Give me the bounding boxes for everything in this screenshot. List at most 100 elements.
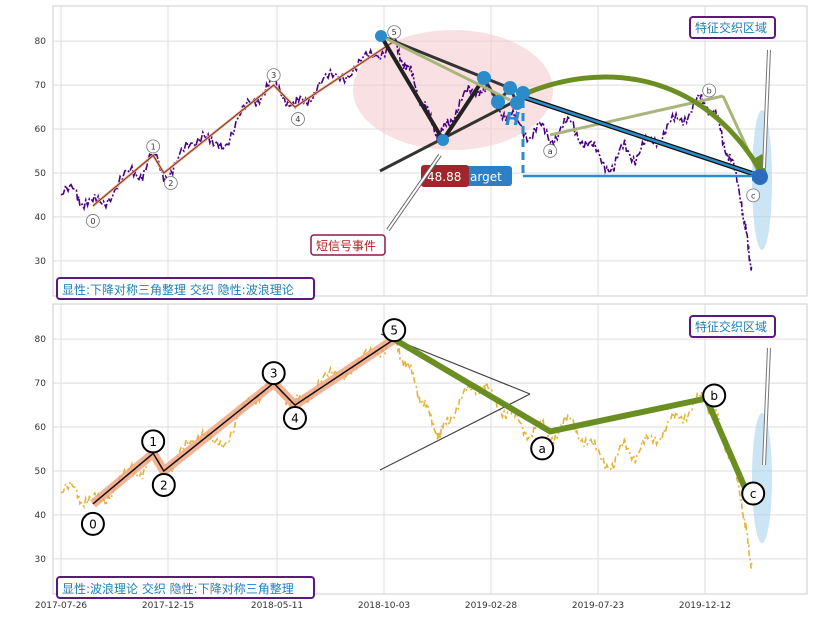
y-tick-label: 30	[35, 257, 47, 267]
wave-label: 5	[392, 28, 397, 37]
marker-dot	[375, 30, 387, 42]
wave-marker	[163, 176, 178, 190]
bottom-wave-lines	[90, 335, 748, 508]
price-badge-text: 48.88	[427, 170, 461, 184]
marker-dot	[491, 95, 505, 109]
y-tick-label: 70	[35, 379, 47, 389]
wave-label: 4	[295, 115, 300, 124]
marker-dot	[752, 169, 768, 185]
caption-box-top	[56, 277, 315, 300]
bottom-end-glow	[752, 413, 772, 543]
wave-label: 1	[149, 435, 157, 449]
target-badge	[460, 166, 512, 186]
wave-marker	[282, 406, 307, 431]
x-tick-label: 2019-07-23	[572, 601, 624, 611]
zone-label-top: 特征交织区域	[695, 20, 767, 35]
wave-marker	[746, 188, 761, 203]
y-tick-label: 40	[35, 213, 47, 223]
wave-marker	[702, 383, 727, 408]
wave-label: 2	[168, 179, 173, 188]
wave-label: 2	[160, 478, 168, 492]
impulse-wave-core	[92, 40, 395, 207]
x-ticks: 2017-07-26 2017-12-15 2018-05-11 2018-10-03…	[35, 601, 731, 611]
y-tick-label: 70	[35, 81, 47, 91]
caption-top: 显性:下降对称三角整理 交织 隐性:波浪理论	[62, 282, 294, 297]
wave-marker	[702, 83, 717, 98]
green-arc-arrow	[518, 74, 763, 172]
top-price-series	[60, 31, 753, 271]
bottom-y-ticks: 30 40 50 60 70 80	[35, 335, 47, 565]
triangle-line	[380, 34, 528, 97]
wave-marker	[141, 429, 166, 454]
zone-box-top	[689, 16, 776, 39]
top-wave-labels: 0 1 2 3 4 5 a b c	[86, 25, 761, 228]
x-tick-label: 2017-07-26	[35, 601, 88, 611]
wave-marker	[530, 436, 555, 461]
marker-dot	[503, 81, 517, 95]
y-tick-label: 60	[35, 125, 47, 135]
impulse-wave-core	[92, 338, 395, 505]
interweave-ellipse	[353, 30, 553, 150]
wave-marker	[151, 472, 176, 497]
wave-label: 3	[270, 367, 278, 381]
wave-marker	[543, 143, 558, 158]
olive-line	[380, 34, 511, 102]
y-tick-label: 40	[35, 511, 47, 521]
bottom-panel-frame	[52, 303, 808, 595]
x-tick-label: 2018-05-11	[251, 601, 303, 611]
y-tick-label: 80	[35, 335, 47, 345]
y-tick-label: 50	[35, 169, 47, 179]
wave-label: a	[548, 147, 553, 156]
top-wave-lines	[92, 40, 395, 207]
wave-label: 3	[271, 71, 276, 80]
x-tick-label: 2018-10-03	[358, 601, 410, 611]
wave-label: c	[751, 191, 755, 200]
price-line	[60, 31, 753, 271]
zone-arrow-top-inner	[763, 49, 770, 169]
caption-bottom: 显性:波浪理论 交织 隐性:下降对称三角整理	[62, 581, 294, 596]
y-tick-label: 50	[35, 467, 47, 477]
wave-marker	[387, 25, 402, 40]
wave-marker	[266, 68, 281, 82]
wave-marker	[382, 318, 407, 343]
target-badge-text: arget	[470, 170, 502, 184]
zone-box-bottom	[689, 315, 776, 338]
triangle-line	[441, 76, 486, 142]
y-tick-label: 80	[35, 37, 47, 47]
top-y-ticks: 30 40 50 60 70 80	[35, 37, 47, 267]
price-badge	[421, 165, 469, 187]
zone-label-bottom: 特征交织区域	[695, 319, 767, 334]
triangle-line	[379, 34, 445, 142]
h-label: H	[505, 109, 520, 130]
y-tick-label: 30	[35, 555, 47, 565]
signal-arrow-shaft-inner	[387, 154, 441, 231]
marker-dot	[516, 86, 530, 100]
wave-label: 0	[89, 517, 97, 531]
wave-label: b	[710, 389, 718, 403]
x-tick-label: 2019-02-28	[465, 601, 518, 611]
wave-marker	[291, 112, 305, 126]
signal-label: 短信号事件	[316, 239, 376, 253]
x-tick-label: 2019-12-12	[679, 601, 731, 611]
wave-label: 1	[151, 142, 156, 151]
x-tick-label: 2017-12-15	[142, 601, 194, 611]
wave-marker	[86, 214, 100, 228]
wave-label: 5	[390, 324, 398, 338]
triangle-line	[379, 93, 528, 173]
wave-label: 4	[291, 412, 299, 426]
wave-label: 0	[90, 217, 95, 226]
wave-label: c	[750, 487, 757, 501]
wave-marker	[261, 361, 286, 386]
target-arrow-line	[519, 94, 761, 178]
caption-box-bottom	[56, 576, 315, 599]
bottom-grid	[53, 304, 807, 594]
wave-marker	[741, 481, 766, 506]
y-tick-label: 60	[35, 423, 47, 433]
bottom-wave-labels: 0 1 2 3 4 5 a b c	[80, 318, 766, 536]
signal-box	[310, 234, 386, 256]
wave-marker	[146, 139, 161, 154]
marker-dot	[477, 71, 491, 85]
wave-label: b	[707, 86, 712, 95]
